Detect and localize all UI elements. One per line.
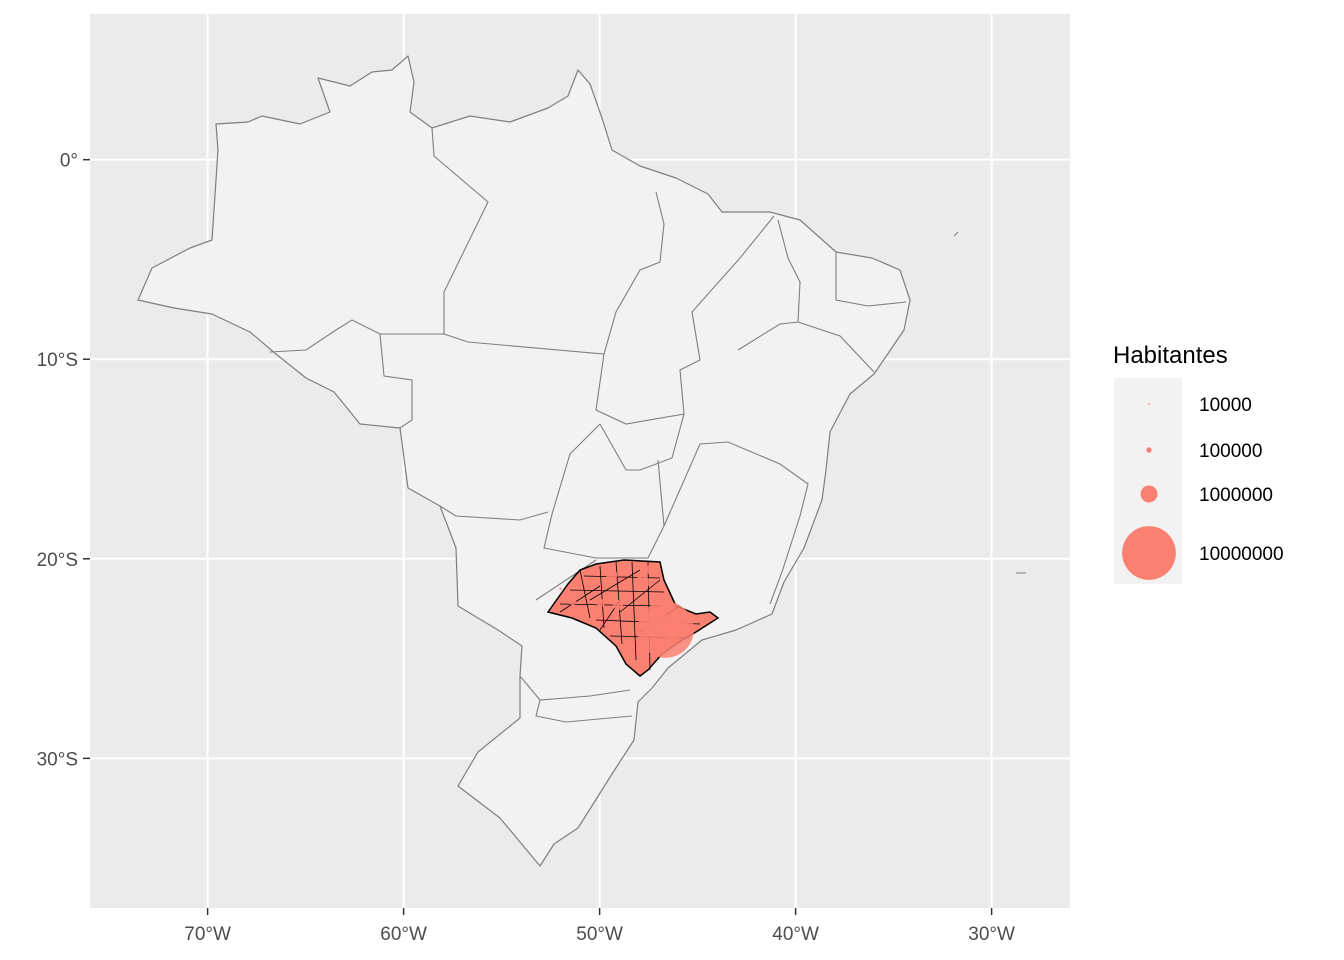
y-axis: 0° 10°S 20°S 30°S [37, 151, 90, 770]
x-tick-label: 30°W [968, 924, 1015, 945]
legend-symbol [1146, 447, 1152, 453]
state-borders [269, 127, 907, 723]
legend: Habitantes 10000 100000 1000000 10000000 [1113, 342, 1284, 584]
population-bubbles [559, 564, 694, 658]
legend-symbol [1122, 526, 1176, 580]
y-tick-label: 30°S [37, 749, 78, 770]
population-bubble [596, 598, 605, 607]
x-axis: 70°W 60°W 50°W 40°W 30°W [184, 908, 1015, 945]
y-tick-label: 0° [60, 151, 78, 172]
x-tick-label: 70°W [184, 924, 231, 945]
y-tick-label: 20°S [37, 550, 78, 571]
legend-label: 10000 [1199, 395, 1252, 416]
legend-label: 100000 [1199, 441, 1262, 462]
legend-symbol [1140, 485, 1158, 503]
population-bubble [635, 575, 650, 590]
legend-entries: 10000 100000 1000000 10000000 [1122, 395, 1284, 580]
population-bubble [666, 632, 678, 644]
atlantic-island-marks [953, 231, 1026, 574]
legend-title: Habitantes [1113, 342, 1228, 369]
population-bubble [612, 599, 624, 610]
y-tick-label: 10°S [37, 350, 78, 371]
brazil-outline [137, 55, 911, 867]
x-tick-label: 60°W [380, 924, 427, 945]
sao-paulo-state [546, 559, 720, 677]
legend-label: 1000000 [1199, 485, 1273, 506]
population-bubble [587, 579, 595, 587]
population-bubble [642, 621, 657, 636]
population-bubble [645, 564, 656, 575]
population-bubble [559, 587, 562, 590]
x-tick-label: 40°W [772, 924, 819, 945]
population-bubble [626, 608, 630, 611]
brazil-states [137, 55, 1026, 867]
population-bubble [606, 569, 618, 581]
population-bubble [568, 597, 577, 606]
legend-symbol [1148, 403, 1150, 405]
population-bubble [673, 615, 688, 630]
population-bubble [648, 607, 667, 626]
legend-label: 10000000 [1199, 544, 1284, 565]
x-tick-label: 50°W [576, 924, 623, 945]
